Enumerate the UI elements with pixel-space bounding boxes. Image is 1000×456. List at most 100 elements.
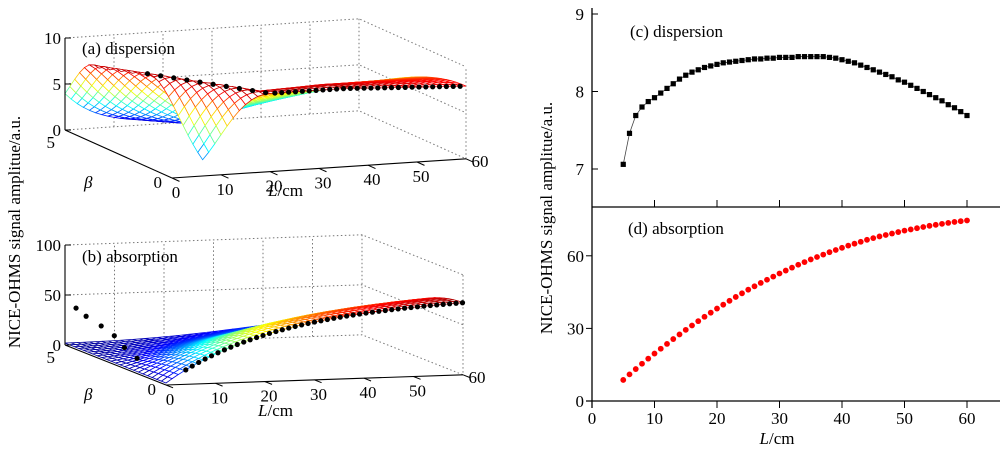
l-tick-label: 20	[266, 177, 283, 196]
ridge-point	[376, 308, 382, 314]
panel-a-xlabel: L/cm	[267, 181, 303, 200]
l-tick	[171, 177, 180, 182]
ridge-point	[247, 337, 253, 343]
data-point	[695, 318, 702, 325]
grid-line	[64, 64, 467, 114]
data-point	[951, 219, 958, 225]
panel-c-axes: 7 8 9	[576, 5, 1000, 208]
z-tick-label: 10	[44, 29, 61, 48]
x-tick-label: 20	[709, 409, 726, 428]
panel-a-surface	[64, 64, 467, 161]
l-tick	[215, 382, 223, 387]
data-point	[751, 56, 758, 62]
l-tick	[165, 384, 174, 389]
ridge-point	[423, 84, 429, 90]
ridge-point	[395, 306, 401, 312]
data-point	[745, 57, 751, 63]
ridge-point	[409, 84, 415, 90]
ridge-point	[382, 85, 388, 91]
ridge-point	[197, 79, 203, 85]
data-point	[689, 322, 695, 329]
panel-d-xlabel: L/cm	[759, 429, 795, 448]
ridge-point	[334, 86, 340, 92]
data-point	[926, 92, 933, 98]
data-point	[764, 276, 770, 283]
data-point	[964, 112, 970, 119]
ridge-point	[241, 339, 247, 345]
data-point	[626, 130, 633, 136]
panel-a-xlabel-unit: /cm	[277, 181, 303, 200]
ridge-point	[457, 83, 463, 89]
ridge-point	[158, 73, 164, 79]
ridge-point	[436, 84, 443, 90]
data-point	[782, 267, 789, 274]
l-tick	[318, 167, 327, 173]
data-point	[808, 54, 814, 60]
data-point	[876, 69, 883, 75]
x-tick-label: 50	[896, 409, 913, 428]
data-point	[783, 54, 789, 60]
data-point	[851, 60, 858, 66]
ridge-point	[331, 315, 337, 321]
l-tick	[416, 161, 425, 166]
ridge-point	[286, 89, 292, 95]
data-point	[770, 55, 776, 61]
y-tick-label: 7	[576, 160, 585, 179]
data-point	[707, 309, 714, 316]
panel-b-beta-label: β	[83, 385, 93, 404]
ridge-point	[368, 85, 374, 91]
ridge-point	[324, 316, 330, 323]
l-tick	[462, 374, 471, 379]
data-point	[758, 56, 764, 62]
ridge-point	[223, 83, 229, 89]
series-line	[622, 56, 968, 165]
ridge-point	[402, 84, 408, 90]
data-point	[814, 54, 820, 60]
data-point	[682, 326, 689, 333]
ridge-point	[344, 313, 350, 319]
data-point	[889, 230, 895, 237]
x-tick-label: 60	[959, 409, 976, 428]
data-point	[651, 95, 658, 101]
ridge-point	[306, 88, 312, 94]
data-point	[826, 249, 833, 256]
beta-tick-label: 5	[47, 133, 56, 152]
z-tick-label: 0	[53, 336, 62, 355]
l-tick-label: 0	[166, 390, 175, 409]
ridge-point	[408, 304, 414, 311]
data-point	[639, 360, 645, 367]
ridge-point	[313, 87, 319, 93]
data-point	[883, 71, 889, 78]
ridge-point	[450, 83, 456, 89]
grid-line	[64, 284, 464, 326]
data-point	[670, 81, 676, 87]
ridge-point	[305, 320, 311, 327]
data-point	[864, 64, 870, 71]
data-point	[726, 297, 733, 304]
ridge-point	[196, 359, 202, 366]
ridge-point	[443, 83, 449, 90]
panel-b-xlabel-unit: /cm	[267, 401, 293, 420]
ridge-point	[210, 81, 216, 87]
ridge-point	[286, 325, 292, 331]
data-point	[664, 340, 670, 347]
l-tick-label: 60	[469, 368, 486, 387]
x-tick-label: 10	[646, 409, 663, 428]
data-point	[645, 98, 651, 105]
ridge-point	[279, 90, 285, 96]
data-point	[964, 217, 970, 224]
data-point	[857, 238, 864, 245]
data-point	[889, 74, 895, 80]
data-point	[620, 377, 627, 383]
data-point	[839, 244, 845, 251]
ridge-point	[459, 300, 466, 306]
data-point	[701, 64, 708, 71]
l-tick-label: 10	[217, 180, 234, 199]
ridge-point	[382, 307, 388, 314]
panel-c-dispersion: 7 8 9 (c) dispersion	[576, 5, 1000, 208]
ridge-point	[421, 303, 427, 309]
ridge-point	[427, 302, 433, 309]
ridge-point	[327, 86, 333, 93]
panel-b-surface	[64, 297, 464, 384]
